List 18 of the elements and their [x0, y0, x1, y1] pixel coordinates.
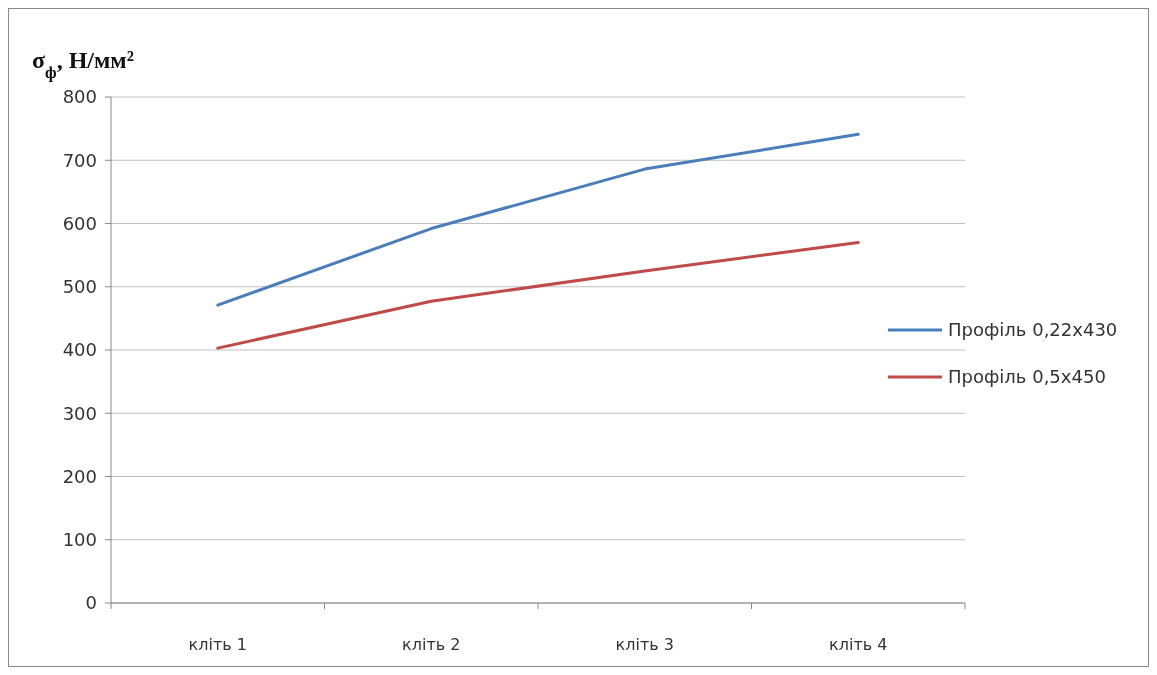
line-series: [216, 132, 860, 307]
y-tick-label: 800: [62, 86, 97, 108]
x-tick-label: кліть 1: [188, 635, 247, 654]
legend-label: Профіль 0,22x430: [948, 319, 1118, 341]
y-tick-label: 400: [62, 339, 97, 361]
y-tick-label: 500: [62, 276, 97, 298]
legend-label: Профіль 0,5x450: [948, 366, 1106, 388]
x-tick-label: кліть 2: [402, 635, 461, 654]
line-series: [216, 240, 860, 350]
y-tick-label: 0: [85, 592, 97, 614]
x-tick-label: кліть 3: [615, 635, 674, 654]
y-tick-label: 300: [62, 402, 97, 424]
x-tick-label: кліть 4: [829, 635, 888, 654]
y-tick-label: 200: [62, 465, 97, 487]
y-tick-label: 600: [62, 212, 97, 234]
y-tick-label: 700: [62, 149, 97, 171]
y-tick-label: 100: [62, 529, 97, 551]
y-axis-title: σ$_{ф}$, Н/мм²: [32, 47, 134, 82]
